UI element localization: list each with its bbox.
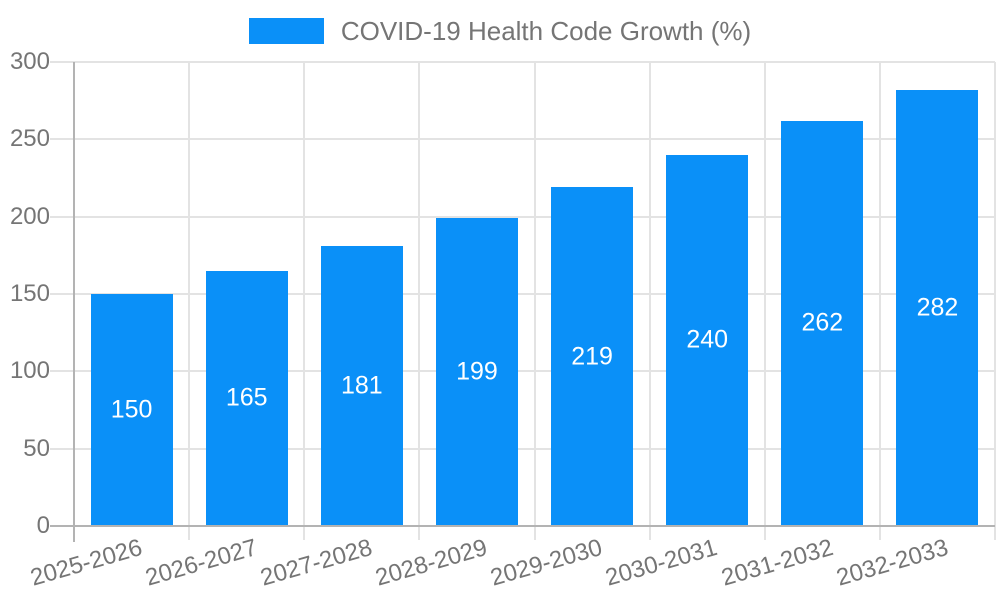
- x-axis-label: 2028-2029: [372, 534, 491, 592]
- bar[interactable]: 282: [896, 89, 979, 526]
- bar-value-label: 181: [340, 371, 383, 400]
- bar-value-label: 262: [801, 308, 844, 337]
- x-axis-label: 2031-2032: [717, 534, 836, 592]
- chart-legend[interactable]: COVID-19 Health Code Growth (%): [0, 17, 1000, 45]
- x-tick: [533, 526, 536, 540]
- y-axis-label: 0: [36, 512, 50, 539]
- y-axis-label: 250: [9, 125, 50, 153]
- y-tick: [50, 215, 74, 218]
- x-tick: [994, 526, 996, 540]
- x-tick: [878, 526, 881, 540]
- y-axis-label: 150: [9, 280, 50, 307]
- y-axis-label: 200: [9, 202, 50, 230]
- bar-value-label: 282: [916, 293, 959, 322]
- legend-label: COVID-19 Health Code Growth (%): [340, 16, 752, 46]
- y-axis-label: 50: [23, 434, 50, 462]
- x-gridline: [303, 62, 306, 526]
- y-tick: [50, 447, 74, 450]
- bar[interactable]: 165: [205, 270, 288, 526]
- bar-value-label: 240: [686, 325, 729, 354]
- bar[interactable]: 150: [90, 294, 173, 526]
- y-axis-line: [73, 62, 75, 542]
- x-axis-label: 2030-2031: [602, 534, 721, 592]
- x-gridline: [763, 62, 766, 526]
- bar-value-label: 150: [110, 395, 153, 424]
- y-axis-label: 300: [9, 48, 50, 75]
- y-tick: [50, 293, 74, 295]
- y-axis-label: 100: [9, 357, 50, 385]
- bar[interactable]: 219: [551, 187, 634, 526]
- y-tick: [50, 370, 74, 373]
- bar-value-label: 199: [456, 357, 498, 386]
- x-axis-label: 2025-2026: [27, 534, 146, 592]
- x-tick: [188, 526, 191, 540]
- x-axis-label: 2032-2033: [833, 534, 951, 592]
- x-tick: [418, 526, 421, 540]
- x-tick: [648, 526, 651, 540]
- bar-value-label: 219: [571, 342, 613, 371]
- x-axis-line: [50, 525, 995, 527]
- bar-value-label: 165: [225, 383, 268, 412]
- x-axis-label: 2027-2028: [257, 534, 376, 592]
- x-gridline: [878, 62, 881, 526]
- bar[interactable]: 181: [320, 246, 403, 526]
- x-tick: [763, 526, 766, 540]
- x-axis-label: 2029-2030: [487, 534, 606, 592]
- x-gridline: [994, 62, 996, 526]
- x-gridline: [418, 62, 421, 526]
- bar[interactable]: 240: [666, 154, 749, 526]
- bar[interactable]: 199: [435, 218, 518, 526]
- bar[interactable]: 262: [781, 120, 864, 526]
- x-gridline: [188, 62, 191, 526]
- x-axis-label: 2026-2027: [142, 534, 261, 592]
- x-gridline: [648, 62, 651, 526]
- legend-swatch-icon: [248, 18, 324, 44]
- y-tick: [50, 61, 74, 63]
- x-gridline: [533, 62, 536, 526]
- x-tick: [303, 526, 306, 540]
- y-tick: [50, 138, 74, 141]
